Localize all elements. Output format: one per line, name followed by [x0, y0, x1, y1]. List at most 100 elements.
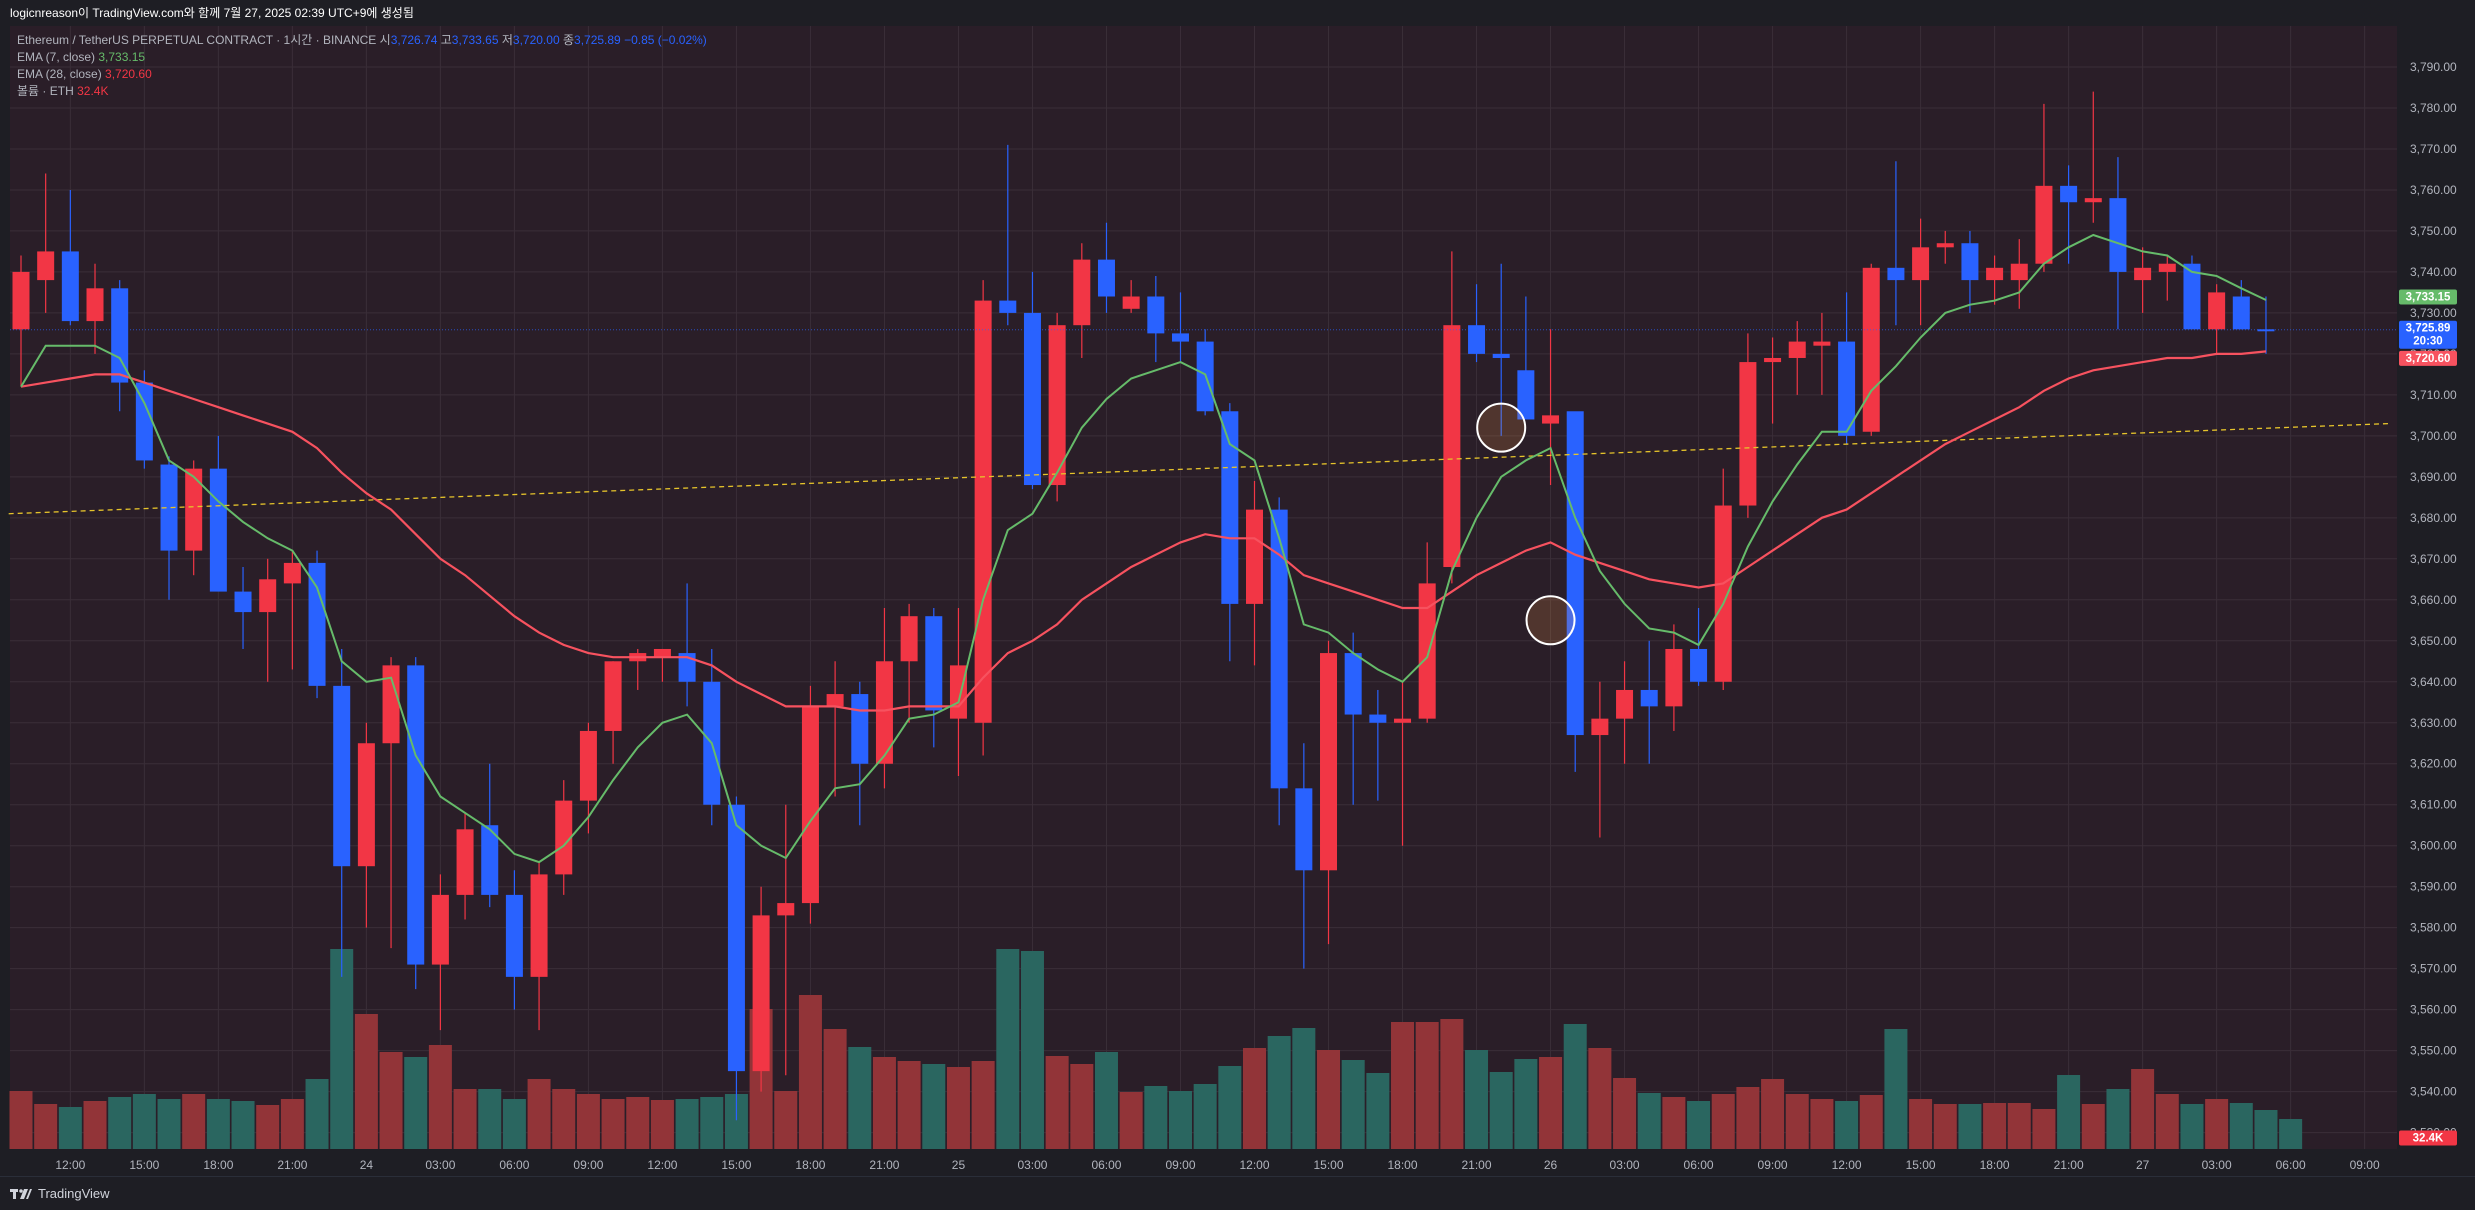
volume-bar [453, 1089, 477, 1149]
volume-row[interactable]: 볼륨 · ETH 32.4K [17, 83, 707, 100]
candle-body [1838, 341, 1856, 436]
volume-bar [2057, 1075, 2081, 1149]
time-tick-label: 06:00 [2276, 1158, 2306, 1172]
ema28-value: 3,720.60 [105, 67, 152, 81]
candle [2183, 255, 2201, 330]
ema7-label: EMA (7, close) [17, 50, 96, 64]
time-tick-label: 06:00 [1091, 1158, 1121, 1172]
brand-name: TradingView [38, 1186, 110, 1201]
volume-bar [1489, 1072, 1513, 1149]
price-tick-label: 3,560.00 [2410, 1003, 2457, 1017]
candle [1813, 312, 1831, 395]
price-tick-label: 3,650.00 [2410, 634, 2457, 648]
price-tick-label: 3,660.00 [2410, 593, 2457, 607]
candle [752, 886, 770, 1092]
time-tick-label: 03:00 [425, 1158, 455, 1172]
volume-bar [1736, 1087, 1760, 1149]
candle [135, 370, 153, 469]
low-value: 3,720.00 [512, 33, 560, 47]
volume-bar [2229, 1103, 2253, 1149]
candle [1764, 337, 1782, 424]
close-label: 종 [562, 33, 575, 47]
candle [727, 796, 745, 1121]
volume-badge-text: 32.4K [2413, 1133, 2444, 1145]
candle-body [1320, 653, 1338, 871]
volume-bar [897, 1061, 921, 1149]
candle [1048, 312, 1066, 502]
volume-bar [1317, 1050, 1341, 1149]
candle-body [1246, 509, 1263, 604]
time-tick-label: 12:00 [1832, 1158, 1862, 1172]
volume-bar [1835, 1101, 1859, 1149]
ema7-row[interactable]: EMA (7, close) 3,733.15 [17, 49, 707, 66]
candle [481, 763, 499, 908]
volume-bar [1687, 1101, 1711, 1149]
candle [1887, 161, 1905, 326]
volume-bar [1563, 1024, 1587, 1149]
candle-body [2257, 329, 2275, 332]
candle [209, 435, 227, 592]
candle [407, 657, 425, 990]
candle [925, 607, 943, 748]
candle-body [1171, 333, 1189, 342]
volume-bar [354, 1014, 378, 1149]
symbol-ohlc-row: Ethereum / TetherUS PERPETUAL CONTRACT ·… [17, 32, 707, 49]
volume-bar [700, 1097, 724, 1149]
price-badge-bg [2399, 320, 2457, 349]
candle-body [209, 468, 227, 592]
price-tick-label: 3,750.00 [2410, 224, 2457, 238]
candle-body [505, 894, 523, 977]
volume-bar [2131, 1069, 2155, 1149]
volume-bar [1243, 1048, 1266, 1149]
volume-label: 볼륨 · ETH [17, 84, 74, 98]
candle [1566, 411, 1584, 772]
time-axis[interactable]: 12:00 15:00 18:00 21:00 24 03:00 06:00 09:00 12:… [55, 1158, 2380, 1172]
candle [678, 583, 696, 707]
candle [61, 189, 79, 326]
ema28-badge-bg [2399, 350, 2457, 366]
change-value: −0.85 (−0.02%) [624, 33, 707, 47]
candle [357, 722, 375, 928]
candle-body [1147, 296, 1165, 334]
volume-bar [2205, 1099, 2229, 1149]
symbol-title[interactable]: Ethereum / TetherUS PERPETUAL CONTRACT ·… [17, 33, 377, 47]
candle-body [1813, 341, 1831, 346]
candle [1714, 468, 1732, 690]
ema28-row[interactable]: EMA (28, close) 3,720.60 [17, 66, 707, 83]
candle-body [160, 464, 178, 551]
candle-body [1566, 411, 1584, 736]
price-chart[interactable]: 3,530.003,540.003,550.003,560.003,570.00… [0, 26, 2475, 1176]
volume-bar [724, 1094, 748, 1149]
volume-bar [1958, 1104, 1982, 1149]
volume-bar [9, 1091, 33, 1149]
candle-body [308, 562, 326, 686]
volume-bar [2106, 1089, 2130, 1149]
candle-body [1492, 353, 1510, 358]
candle-body [456, 829, 474, 895]
price-tick-label: 3,670.00 [2410, 552, 2457, 566]
candle [1344, 632, 1362, 805]
candle [1023, 271, 1041, 490]
candle-body [851, 694, 869, 764]
tradingview-brand[interactable]: TradingView [10, 1186, 110, 1201]
volume-bar [2254, 1110, 2278, 1149]
candle [999, 144, 1017, 326]
time-tick-label: 21:00 [2054, 1158, 2084, 1172]
price-tick-label: 3,550.00 [2410, 1044, 2457, 1058]
time-tick-label: 15:00 [1313, 1158, 1343, 1172]
time-tick-label: 24 [360, 1158, 374, 1172]
candle-body [1344, 653, 1362, 715]
volume-bar [1884, 1029, 1908, 1149]
time-tick-label: 06:00 [499, 1158, 529, 1172]
ema28-line [20, 350, 2267, 712]
candle [505, 870, 523, 1010]
candle-body [555, 800, 573, 875]
candle-body [678, 653, 696, 682]
candle-body [431, 894, 449, 965]
time-tick-label: 15:00 [721, 1158, 751, 1172]
candle-body [1764, 357, 1782, 363]
candle-body [2060, 185, 2078, 203]
candle [12, 255, 30, 387]
volume-bar [379, 1052, 403, 1149]
candle-body [2134, 267, 2152, 281]
